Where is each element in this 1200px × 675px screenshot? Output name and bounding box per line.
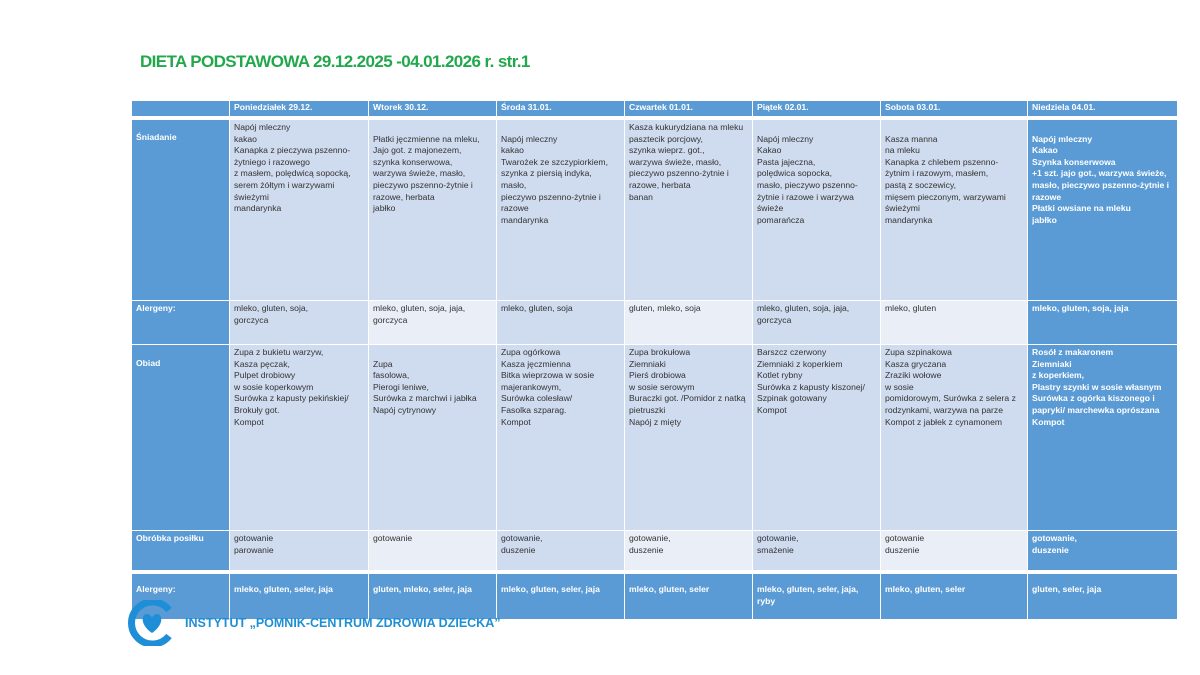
row-label: Obiad	[131, 344, 230, 531]
row-label: Alergeny:	[131, 573, 230, 620]
header-corner	[131, 100, 230, 117]
processing-row: Obróbka posiłku gotowanie parowanie gotowa…	[131, 530, 1178, 571]
gap-cell	[131, 116, 1178, 120]
menu-cell: mleko, gluten, soja	[496, 300, 625, 345]
menu-cell: Napój mleczny kakao Kanapka z pieczywa p…	[229, 119, 369, 301]
diet-menu-table: Poniedziałek 29.12. Wtorek 30.12. Środa 31…	[131, 100, 1178, 620]
menu-cell: Napój mleczny Kakao Szynka konserwowa +1…	[1027, 119, 1178, 301]
menu-cell: gotowanie parowanie	[229, 530, 369, 571]
menu-cell: Zupa z bukietu warzyw, Kasza pęczak, Pul…	[229, 344, 369, 531]
menu-cell: gotowanie, duszenie	[1027, 530, 1178, 571]
menu-cell: mleko, gluten, soja, jaja	[1027, 300, 1178, 345]
day-header: Środa 31.01.	[496, 100, 625, 117]
menu-cell: Kasza manna na mleku Kanapka z chlebem p…	[880, 119, 1028, 301]
breakfast-allergens-row: Alergeny: mleko, gluten, soja, gorczyca ml…	[131, 300, 1178, 345]
row-gap	[131, 116, 1178, 120]
day-header: Niedziela 04.01.	[1027, 100, 1178, 117]
allergen-cell: mleko, gluten, seler, jaja, ryby	[752, 573, 881, 620]
menu-cell: Zupa ogórkowa Kasza jęczmienna Bitka wie…	[496, 344, 625, 531]
row-label: Śniadanie	[131, 119, 230, 301]
row-gap	[131, 570, 1178, 574]
menu-cell: gotowanie duszenie	[880, 530, 1028, 571]
menu-cell: Zupa szpinakowa Kasza gryczana Zraziki w…	[880, 344, 1028, 531]
menu-cell: Barszcz czerwony Ziemniaki z koperkiem K…	[752, 344, 881, 531]
allergen-cell: gluten, mleko, seler, jaja	[368, 573, 497, 620]
menu-cell: gotowanie	[368, 530, 497, 571]
menu-cell: Zupa brokułowa Ziemniaki Pierś drobiowa …	[624, 344, 753, 531]
allergen-cell: gluten, seler, jaja	[1027, 573, 1178, 620]
breakfast-row: Śniadanie Napój mleczny kakao Kanapka z p…	[131, 119, 1178, 301]
gap-cell	[131, 570, 1178, 574]
menu-cell: Rosół z makaronem Ziemniaki z koperkiem,…	[1027, 344, 1178, 531]
menu-cell: Zupa fasolowa, Pierogi leniwe, Surówka z…	[368, 344, 497, 531]
menu-cell: gotowanie, duszenie	[624, 530, 753, 571]
lunch-allergens-row: Alergeny: mleko, gluten, seler, jaja glute…	[131, 573, 1178, 620]
allergen-cell: mleko, gluten, seler	[624, 573, 753, 620]
menu-cell: Napój mleczny kakao Twarożek ze szczypio…	[496, 119, 625, 301]
allergen-cell: mleko, gluten, seler, jaja	[229, 573, 369, 620]
menu-cell: mleko, gluten	[880, 300, 1028, 345]
menu-cell: Kasza kukurydziana na mleku pasztecik po…	[624, 119, 753, 301]
menu-cell: gotowanie, smażenie	[752, 530, 881, 571]
allergen-cell: mleko, gluten, seler, jaja	[496, 573, 625, 620]
day-header: Czwartek 01.01.	[624, 100, 753, 117]
day-header: Piątek 02.01.	[752, 100, 881, 117]
menu-cell: Napój mleczny Kakao Pasta jajeczna, polę…	[752, 119, 881, 301]
day-header: Poniedziałek 29.12.	[229, 100, 369, 117]
day-header: Sobota 03.01.	[880, 100, 1028, 117]
row-label: Obróbka posiłku	[131, 530, 230, 571]
allergen-cell: mleko, gluten, seler	[880, 573, 1028, 620]
menu-cell: mleko, gluten, soja, gorczyca	[229, 300, 369, 345]
lunch-row: Obiad Zupa z bukietu warzyw, Kasza pęczak…	[131, 344, 1178, 531]
heart-logo-icon	[128, 600, 172, 646]
day-header: Wtorek 30.12.	[368, 100, 497, 117]
institute-logo: INSTYTUT „POMNIK-CENTRUM ZDROWIA DZIECKA…	[125, 600, 501, 646]
menu-cell: mleko, gluten, soja, jaja, gorczyca	[368, 300, 497, 345]
menu-cell: mleko, gluten, soja, jaja, gorczyca	[752, 300, 881, 345]
logo-text: INSTYTUT „POMNIK-CENTRUM ZDROWIA DZIECKA…	[185, 616, 501, 630]
row-label: Alergeny:	[131, 300, 230, 345]
menu-cell: gotowanie, duszenie	[496, 530, 625, 571]
page-title: DIETA PODSTAWOWA 29.12.2025 -04.01.2026 …	[140, 52, 530, 71]
menu-cell: Płatki jęczmienne na mleku, Jajo got. z …	[368, 119, 497, 301]
menu-cell: gluten, mleko, soja	[624, 300, 753, 345]
header-row: Poniedziałek 29.12. Wtorek 30.12. Środa 31…	[131, 100, 1178, 117]
